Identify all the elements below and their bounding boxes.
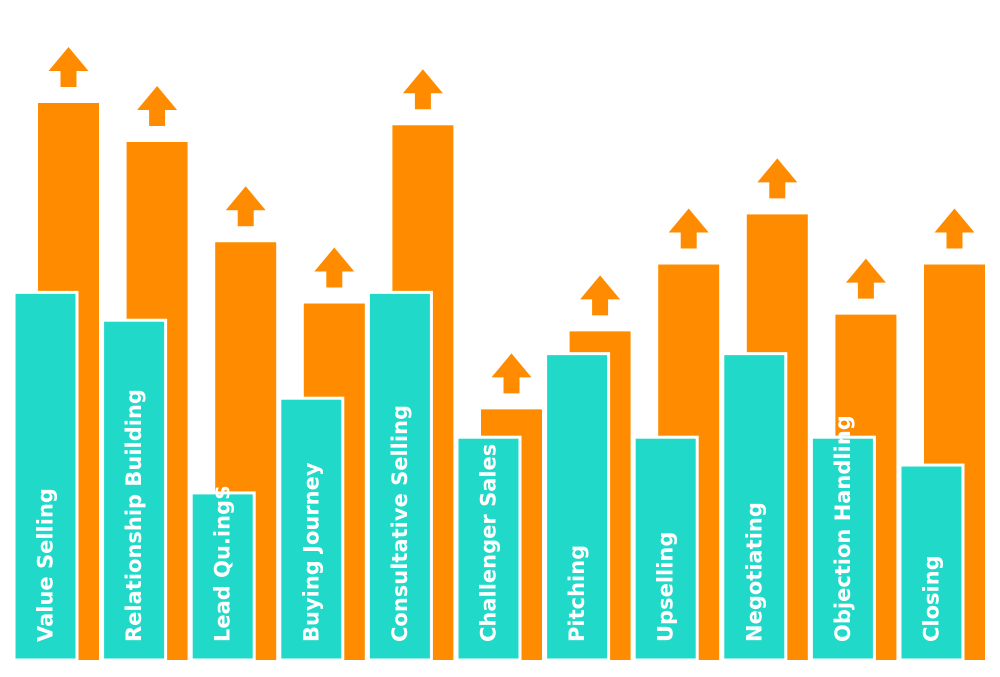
up-arrow-icon [845, 258, 886, 299]
bar-group-buying-journey: Buying Journey [278, 247, 365, 662]
bar-group-pitching: Pitching [544, 275, 631, 662]
current-bar-lead-qu-ing [189, 491, 256, 662]
up-arrow-icon [225, 186, 266, 227]
current-bar-negotiating [721, 352, 788, 662]
current-bar-relationship-building [101, 318, 168, 662]
bar-label-buying-journey: Buying Journey [299, 462, 323, 642]
up-arrow-icon [934, 208, 975, 249]
up-arrow-icon [580, 275, 621, 316]
bar-label-objection-handling: Objection Handling [831, 415, 855, 642]
bar-group-upselling: Upselling [632, 208, 720, 662]
bar-group-value-selling: Value Selling [12, 47, 99, 662]
bar-group-challenger-sales: Challenger Sales [455, 353, 542, 662]
bar-label-closing: Closing [920, 555, 944, 642]
bar-label-challenger-sales: Challenger Sales [477, 444, 501, 642]
current-bar-objection-handling [809, 435, 876, 662]
bar-group-negotiating: Negotiating [721, 158, 808, 662]
up-arrow-icon [757, 158, 798, 199]
up-arrow-icon [402, 69, 443, 110]
bar-label-lead-qu-ing: Lead Qu.ing$ [211, 485, 235, 642]
current-bar-challenger-sales [455, 435, 522, 662]
up-arrow-icon [314, 247, 355, 288]
bar-label-value-selling: Value Selling [34, 488, 58, 642]
up-arrow-icon [48, 47, 89, 87]
bar-label-upselling: Upselling [654, 532, 678, 642]
bar-group-closing: Closing [898, 208, 985, 662]
current-bar-buying-journey [278, 396, 345, 662]
bar-label-consultative-selling: Consultative Selling [388, 405, 412, 642]
current-bar-closing [898, 463, 965, 662]
current-bar-value-selling [12, 290, 79, 662]
bar-label-pitching: Pitching [565, 545, 589, 642]
bar-label-relationship-building: Relationship Building [122, 389, 146, 642]
bar-group-consultative-selling: Consultative Selling [366, 69, 454, 662]
current-bar-pitching [544, 352, 611, 662]
bar-group-objection-handling: Objection Handling [809, 258, 897, 662]
bar-group-lead-qu-ing: Lead Qu.ing$ [189, 186, 277, 662]
bar-group-relationship-building: Relationship Building [101, 85, 188, 662]
up-arrow-icon [137, 85, 178, 126]
current-bar-consultative-selling [366, 290, 433, 662]
up-arrow-icon [491, 353, 532, 394]
current-bar-upselling [632, 435, 699, 662]
up-arrow-icon [668, 208, 709, 249]
bar-label-negotiating: Negotiating [742, 502, 766, 642]
